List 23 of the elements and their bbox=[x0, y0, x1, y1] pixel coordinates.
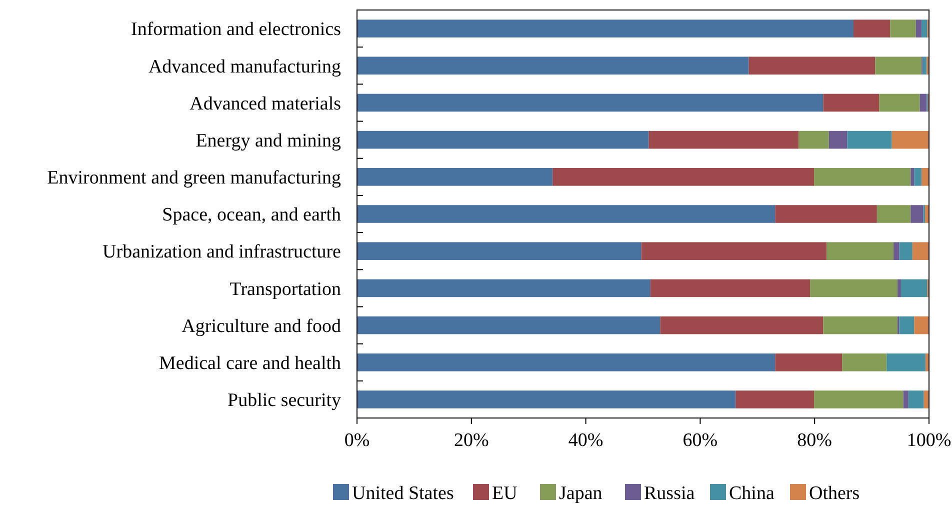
y-tick-label: Environment and green manufacturing bbox=[47, 168, 342, 189]
y-tick-label: Agriculture and food bbox=[182, 316, 342, 337]
legend-label: China bbox=[729, 483, 775, 504]
x-tick-label: 100% bbox=[906, 430, 952, 451]
y-tick-label: Transportation bbox=[230, 278, 342, 300]
y-tick-label: Urbanization and infrastructure bbox=[102, 242, 341, 263]
legend-label: United States bbox=[352, 483, 454, 504]
y-tick-label: Energy and mining bbox=[196, 130, 342, 152]
legend-label: Russia bbox=[644, 483, 696, 504]
x-tick-label: 80% bbox=[797, 430, 832, 451]
y-tick-label: Advanced manufacturing bbox=[148, 56, 342, 78]
y-tick-label: Advanced materials bbox=[190, 93, 341, 114]
y-tick-label: Public security bbox=[228, 390, 342, 412]
legend-label: Others bbox=[809, 483, 860, 504]
y-tick-label: Information and electronics bbox=[131, 19, 341, 40]
x-tick-label: 60% bbox=[682, 430, 718, 451]
legend-label: EU bbox=[492, 483, 518, 504]
x-tick-label: 40% bbox=[568, 430, 604, 451]
x-tick-label: 20% bbox=[454, 430, 489, 451]
y-tick-label: Space, ocean, and earth bbox=[162, 204, 342, 226]
x-tick-label: 0% bbox=[344, 430, 370, 451]
y-tick-label: Medical care and health bbox=[159, 353, 342, 374]
legend-label: Japan bbox=[559, 483, 603, 504]
